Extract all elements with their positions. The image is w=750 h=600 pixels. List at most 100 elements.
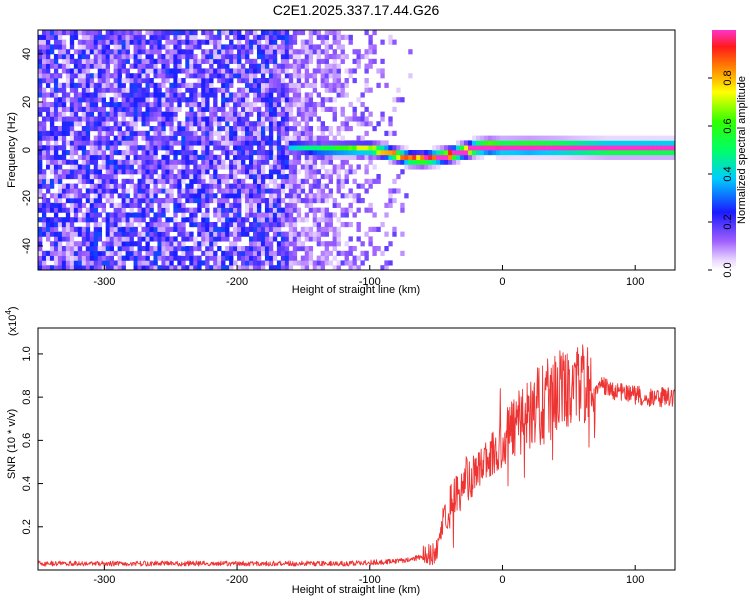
heat-cell [153,250,158,256]
heat-cell [145,260,150,266]
heat-cell [213,87,218,93]
heat-cell [89,207,95,213]
heat-cell [312,87,318,93]
heat-cell [292,39,298,45]
heat-cell [217,188,222,194]
heat-cell [233,236,238,242]
heat-cell [340,140,345,146]
heat-cell [149,222,154,228]
heat-cell [165,246,170,252]
heat-cell [372,150,377,156]
heat-cell [225,102,230,108]
heat-cell [392,39,397,45]
heat-cell [109,130,114,136]
heat-cell [213,193,218,199]
heat-cell [169,198,174,204]
heat-cell [288,82,294,88]
heat-cell [177,183,182,189]
heat-cell [444,150,449,156]
heat-cell [65,226,71,232]
heat-cell [69,68,75,74]
heat-cell [177,126,182,132]
heat-cell [332,97,337,103]
heat-cell [121,217,126,223]
heat-cell [113,140,118,146]
heat-cell [153,154,158,160]
heat-cell [85,241,91,247]
heat-cell [479,135,485,141]
heat-cell [233,126,238,132]
heat-cell [304,231,310,237]
heat-cell [129,34,134,40]
heat-cell [85,30,91,36]
heat-cell [121,207,126,213]
heat-cell [249,202,254,208]
heat-cell [296,159,302,165]
heat-cell [189,217,194,223]
heat-cell [109,150,114,156]
heat-cell [252,130,258,136]
heat-cell [241,68,246,74]
heat-cell [280,126,286,132]
heat-cell [316,231,322,237]
heat-cell [73,145,79,151]
heat-cell [81,145,87,151]
heat-cell [328,87,333,93]
heat-cell [85,97,91,103]
heat-cell [117,78,122,84]
heat-cell [336,87,341,93]
heat-cell [256,54,262,60]
heat-cell [567,145,572,151]
heat-cell [145,106,150,112]
heat-cell [205,202,210,208]
heat-cell [157,174,162,180]
heat-cell [137,202,142,208]
heat-cell [237,246,242,252]
heat-cell [324,250,329,256]
heat-cell [420,154,425,160]
heat-cell [145,159,150,165]
heat-cell [201,174,206,180]
heat-cell [264,135,270,141]
heat-cell [161,231,166,237]
heat-cell [53,116,59,122]
heat-cell [245,207,250,213]
heat-cell [280,63,286,69]
heat-cell [260,265,266,270]
heat-cell [173,44,178,50]
heat-cell [615,150,620,156]
heat-cell [137,63,142,69]
heat-cell [177,106,182,112]
heat-cell [173,135,178,141]
heat-cell [225,30,230,36]
heat-cell [177,159,182,165]
colorbar-tick-label: 0.2 [722,214,734,229]
heat-cell [276,130,282,136]
heat-cell [97,154,103,160]
heat-cell [89,154,95,160]
heat-cell [368,145,373,151]
heat-cell [77,188,83,194]
heat-cell [41,169,47,175]
heat-cell [324,39,329,45]
heat-cell [241,150,246,156]
heat-cell [117,159,122,165]
heat-cell [81,255,87,261]
heat-cell [260,217,266,223]
heat-cell [268,169,274,175]
heat-cell [336,63,341,69]
heat-cell [264,92,270,98]
heat-cell [61,49,67,55]
heat-cell [153,231,158,237]
heat-cell [77,164,83,170]
heat-cell [237,159,242,165]
heat-cell [384,246,389,252]
heat-cell [320,145,325,151]
heat-cell [272,178,278,184]
heat-cell [221,44,226,50]
heat-cell [288,207,294,213]
heat-cell [312,260,318,266]
heat-cell [45,49,51,55]
heat-cell [360,260,365,266]
heat-cell [149,202,154,208]
